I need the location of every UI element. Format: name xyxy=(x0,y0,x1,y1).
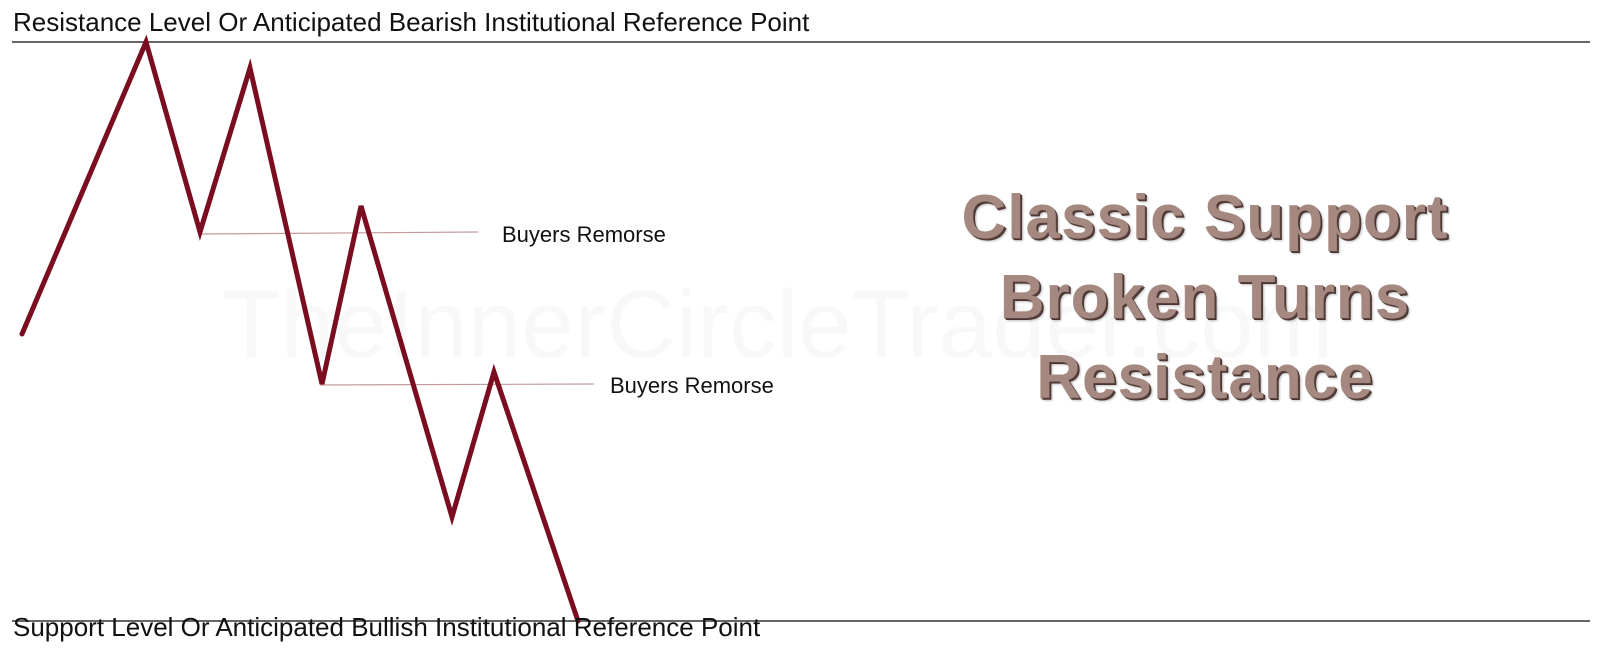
support-label: Support Level Or Anticipated Bullish Ins… xyxy=(13,612,760,642)
remorse-marker-line-2 xyxy=(320,384,594,385)
remorse-marker-line-1 xyxy=(200,232,478,234)
title-line-2: Broken Turns xyxy=(900,258,1510,338)
title-line-1: Classic Support xyxy=(900,178,1510,258)
resistance-label: Resistance Level Or Anticipated Bearish … xyxy=(13,7,809,37)
title-block: Classic Support Broken Turns Resistance xyxy=(900,178,1510,418)
title-line-3: Resistance xyxy=(900,338,1510,418)
buyers-remorse-label-2: Buyers Remorse xyxy=(610,373,774,399)
buyers-remorse-label-1: Buyers Remorse xyxy=(502,222,666,248)
